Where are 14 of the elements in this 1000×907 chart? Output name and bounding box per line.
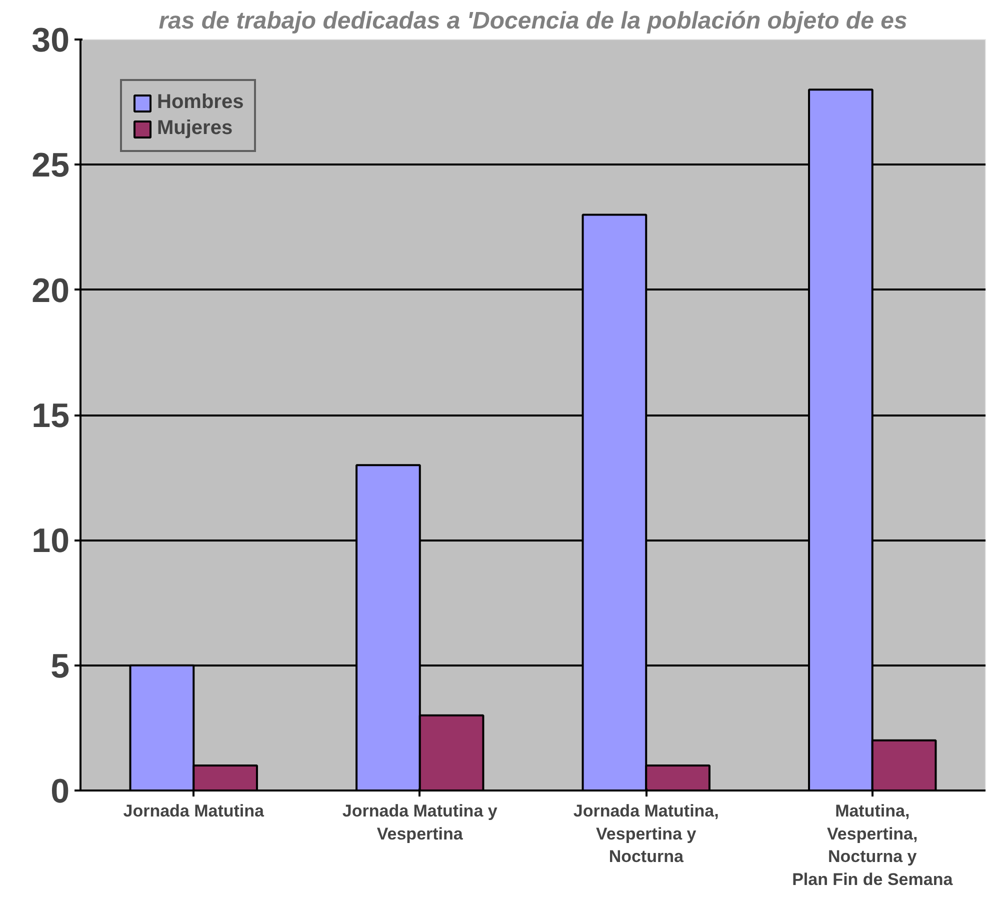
chart-title: ras de trabajo dedicadas a 'Docencia de la población objeto de es xyxy=(158,8,908,34)
legend-label: Mujeres xyxy=(157,117,233,140)
legend-label: Hombres xyxy=(157,91,244,114)
y-tick-label: 25 xyxy=(32,146,70,185)
y-tick-label: 0 xyxy=(50,772,70,810)
x-tick-label: Jornada Matutina xyxy=(123,802,265,820)
y-tick-label: 5 xyxy=(50,647,70,686)
y-tick-label: 15 xyxy=(32,397,70,435)
x-tick-label: Jornada Matutina, Vespertina y Nocturna xyxy=(573,802,719,866)
x-tick-label: Jornada Matutina y Vespertina xyxy=(342,802,498,844)
y-tick-label: 20 xyxy=(32,272,70,310)
y-tick-label: 30 xyxy=(32,22,70,60)
x-tick-label: Matutina, Vespertina, Nocturna y Plan Fin de Semana xyxy=(792,802,954,889)
y-tick-label: 10 xyxy=(32,522,70,560)
